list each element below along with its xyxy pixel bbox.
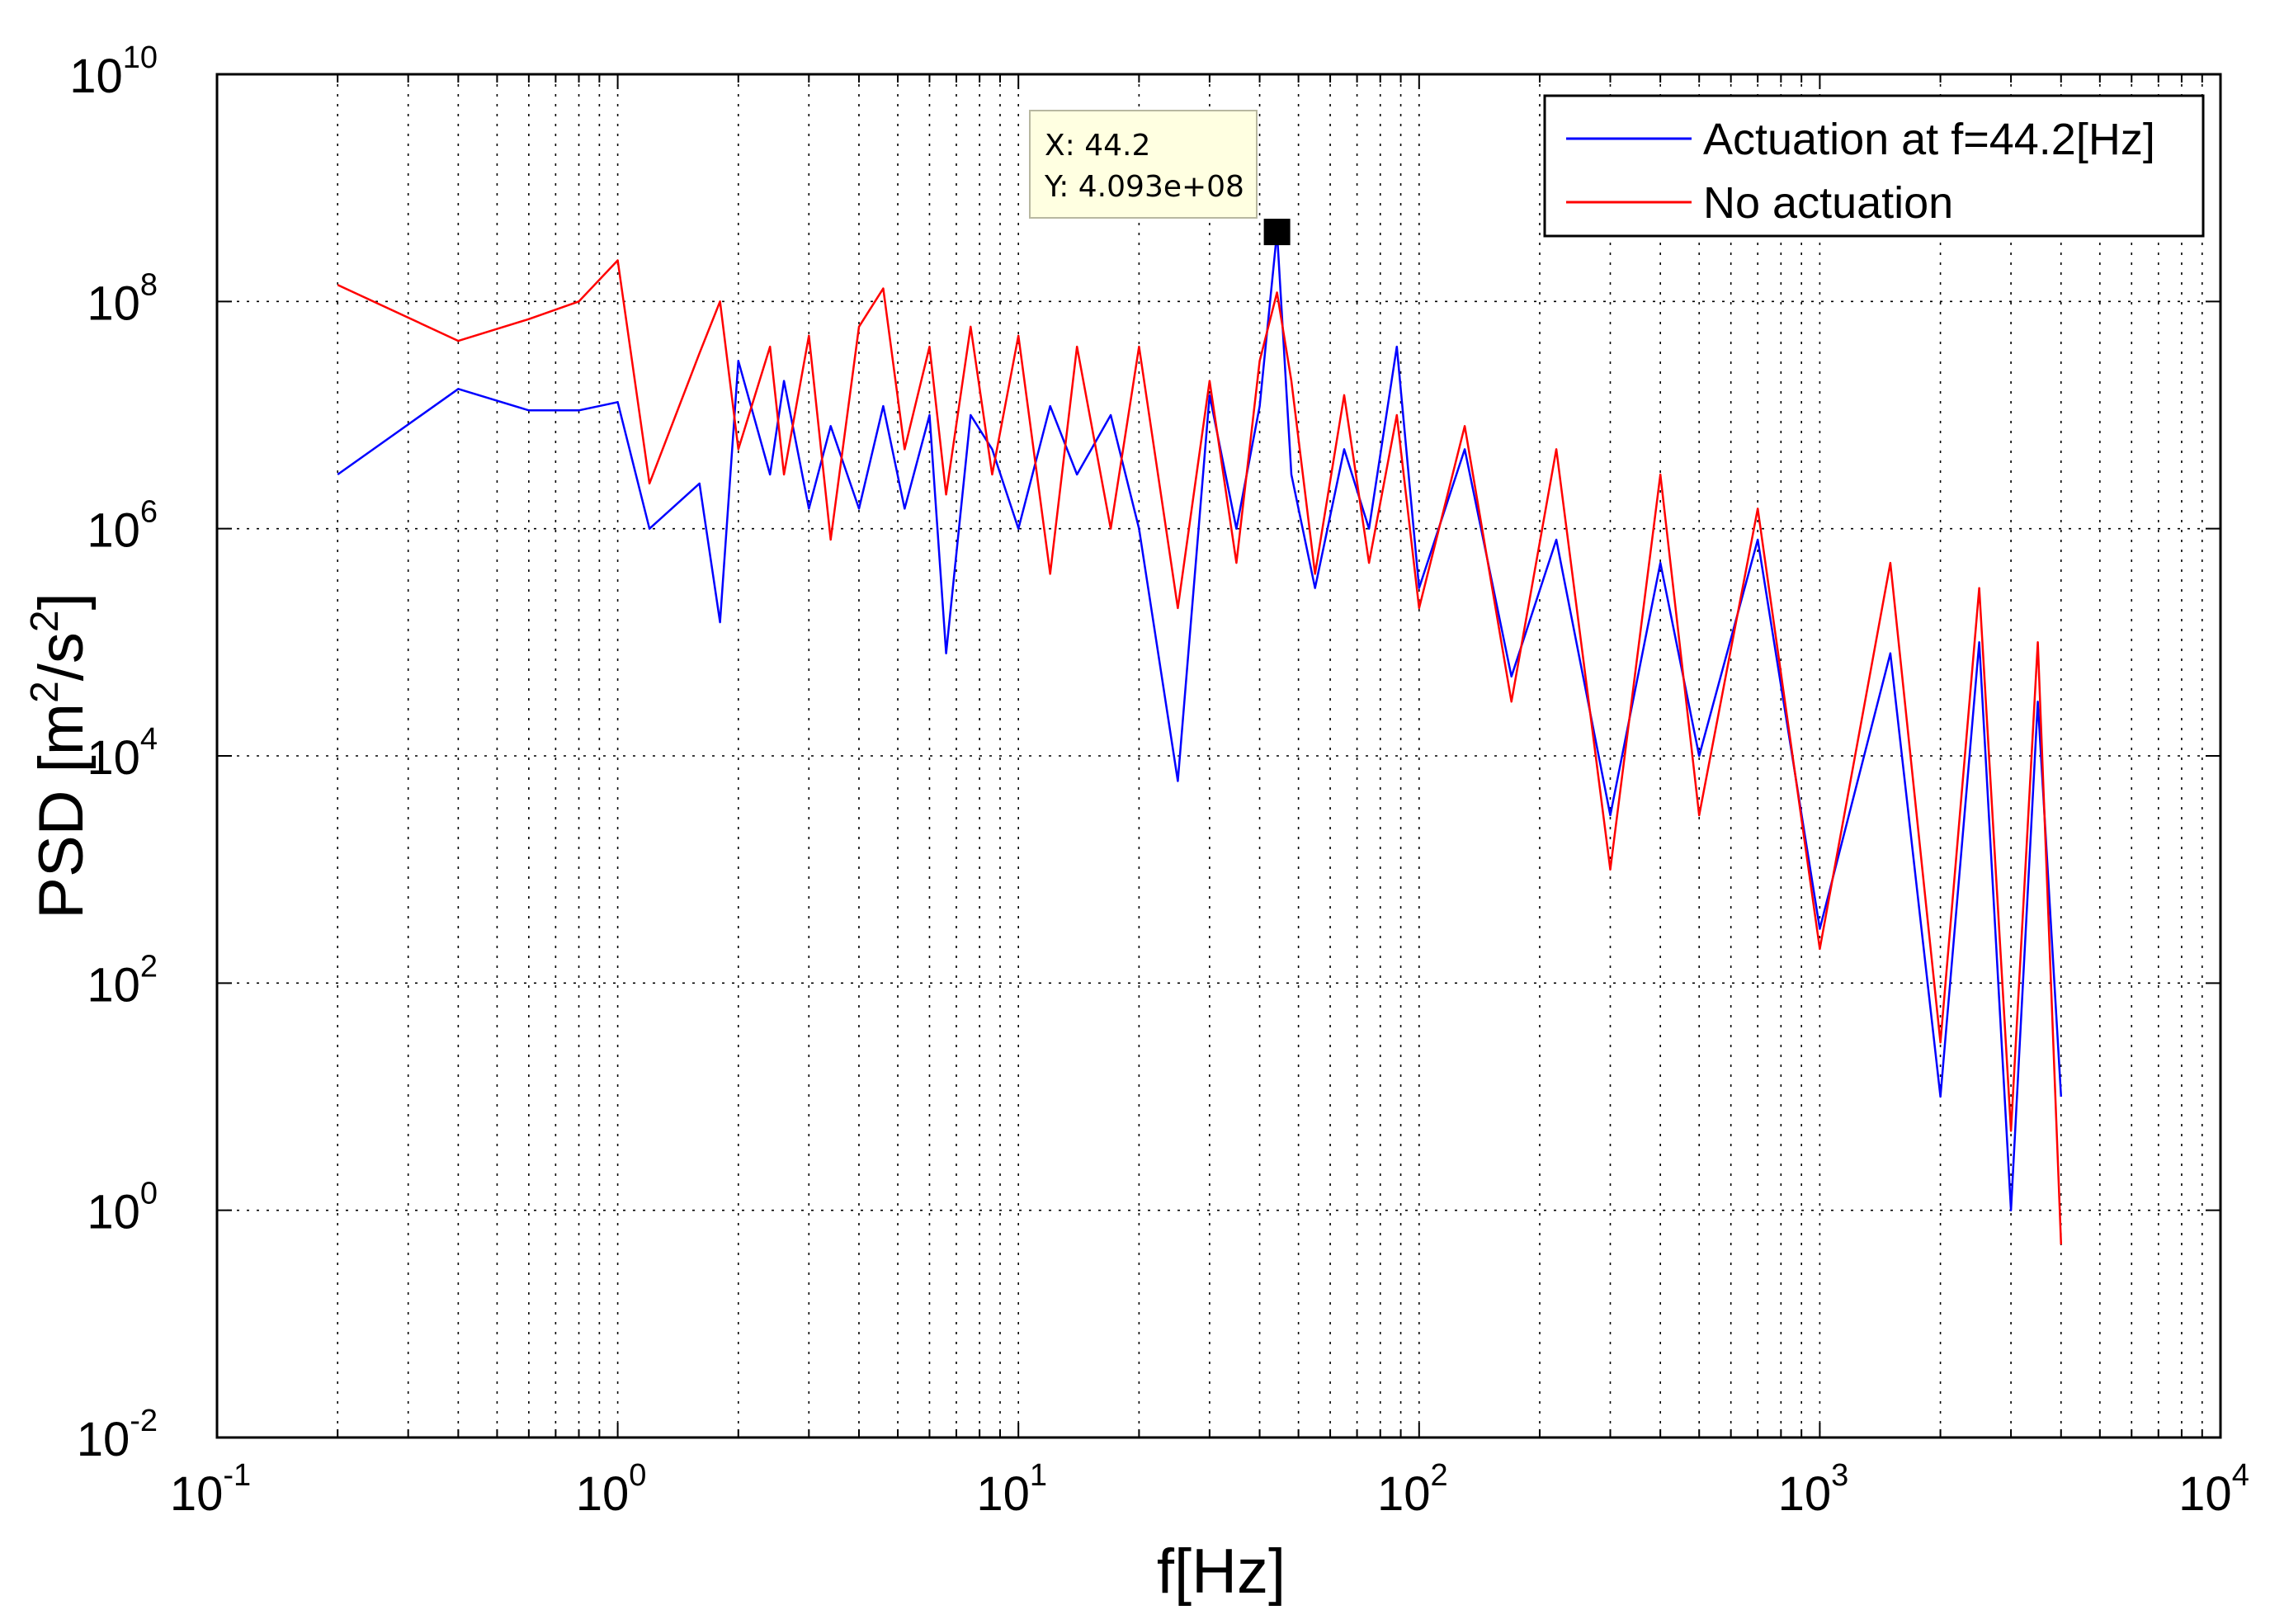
- x-tick-exponent: -1: [223, 1458, 251, 1493]
- y-tick-label: 104: [87, 722, 158, 785]
- y-tick-base: 10: [87, 1186, 140, 1239]
- datatip-x-label: X: 44.2: [1045, 129, 1150, 163]
- x-tick-label: 103: [1778, 1458, 1849, 1521]
- x-tick-exponent: 3: [1831, 1458, 1848, 1493]
- x-tick-label: 101: [976, 1458, 1047, 1521]
- x-tick-base: 10: [2178, 1467, 2232, 1521]
- y-axis-title-sup2: 2: [23, 610, 67, 632]
- x-tick-exponent: 1: [1030, 1458, 1047, 1493]
- y-tick-base: 10: [77, 1413, 130, 1466]
- legend: Actuation at f=44.2[Hz] No actuation: [1543, 94, 2205, 238]
- tick-labels: 10-1 100 101 102 103 10410-210010210410610810…: [69, 40, 2249, 1521]
- y-tick-base: 10: [69, 50, 123, 103]
- y-tick-base: 10: [87, 504, 140, 558]
- datatip-y-label: Y: 4.093e+08: [1044, 170, 1244, 204]
- y-tick-label: 108: [87, 267, 158, 330]
- grid: [217, 74, 2220, 1438]
- series-line-no-actuation: [337, 259, 2063, 1245]
- x-tick-base: 10: [576, 1467, 630, 1521]
- y-axis-title-end: ]: [26, 592, 97, 610]
- y-tick-label: 10-2: [77, 1404, 158, 1466]
- legend-label-actuation: Actuation at f=44.2[Hz]: [1703, 115, 2155, 164]
- x-tick-exponent: 4: [2232, 1458, 2249, 1493]
- x-tick-label: 100: [576, 1458, 647, 1521]
- y-tick-exponent: 6: [140, 495, 158, 530]
- y-tick-label: 102: [87, 949, 158, 1012]
- series-layer: [337, 230, 2063, 1245]
- y-axis-title-main: PSD [m: [26, 703, 97, 919]
- y-tick-base: 10: [87, 276, 140, 330]
- y-axis-title: PSD [m2/s2]: [23, 592, 97, 918]
- y-tick-base: 10: [87, 731, 140, 785]
- datatip[interactable]: X: 44.2 Y: 4.093e+08: [1029, 110, 1291, 246]
- x-axis-title: f[Hz]: [1157, 1537, 1286, 1607]
- x-tick-label: 104: [2178, 1458, 2249, 1521]
- legend-label-no-actuation: No actuation: [1703, 178, 1953, 228]
- y-tick-label: 1010: [69, 40, 158, 103]
- y-tick-base: 10: [87, 958, 140, 1012]
- datatip-marker[interactable]: [1263, 219, 1291, 246]
- x-tick-base: 10: [170, 1467, 224, 1521]
- y-axis-title-mid: /s: [26, 632, 97, 681]
- datatip-box: [1029, 110, 1258, 219]
- x-tick-base: 10: [1377, 1467, 1431, 1521]
- x-tick-base: 10: [976, 1467, 1030, 1521]
- x-tick-label: 102: [1377, 1458, 1448, 1521]
- y-tick-label: 100: [87, 1177, 158, 1239]
- y-tick-exponent: 2: [140, 949, 158, 984]
- legend-box: [1543, 94, 2205, 238]
- y-tick-label: 106: [87, 495, 158, 558]
- y-axis-title-sup1: 2: [23, 681, 67, 703]
- ticks: [217, 73, 2220, 1438]
- y-tick-exponent: -2: [130, 1404, 158, 1438]
- y-tick-exponent: 0: [140, 1177, 158, 1211]
- y-tick-exponent: 10: [123, 40, 158, 75]
- series-line-actuation: [337, 230, 2063, 1211]
- x-tick-exponent: 0: [629, 1458, 646, 1493]
- x-tick-label: 10-1: [170, 1458, 251, 1521]
- x-tick-base: 10: [1778, 1467, 1832, 1521]
- y-tick-exponent: 4: [140, 722, 158, 757]
- y-tick-exponent: 8: [140, 267, 158, 302]
- x-tick-exponent: 2: [1430, 1458, 1447, 1493]
